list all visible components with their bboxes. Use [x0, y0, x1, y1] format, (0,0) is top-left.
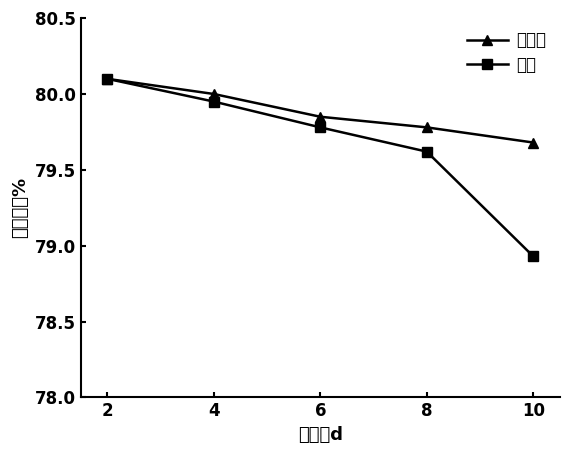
喷水 [530, 253, 537, 259]
喷菌液 [210, 91, 217, 97]
Line: 喷菌液: 喷菌液 [102, 74, 538, 147]
喷菌液 [317, 114, 324, 120]
喷菌液 [423, 125, 430, 130]
Line: 喷水: 喷水 [102, 74, 538, 261]
喷水 [317, 125, 324, 130]
Legend: 喷菌液, 喷水: 喷菌液, 喷水 [461, 26, 552, 79]
喷水 [210, 99, 217, 104]
喷菌液 [104, 76, 111, 81]
Y-axis label: 含水量／%: 含水量／% [11, 177, 29, 238]
喷水 [104, 76, 111, 81]
X-axis label: 时间／d: 时间／d [297, 426, 343, 444]
喷水 [423, 149, 430, 154]
喷菌液 [530, 140, 537, 145]
